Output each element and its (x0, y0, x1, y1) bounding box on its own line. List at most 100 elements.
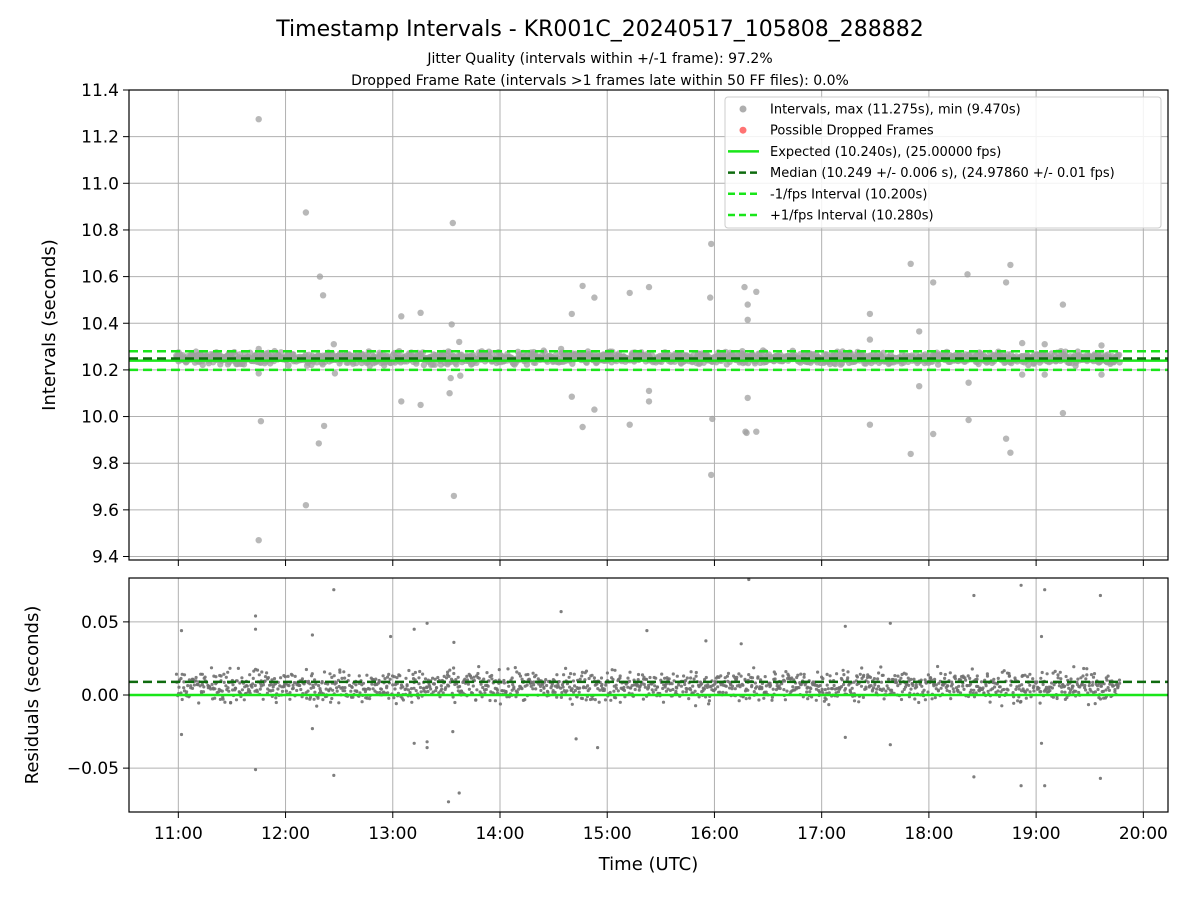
outlier-point (451, 730, 455, 734)
outlier-point (316, 273, 324, 280)
outlier-point (332, 588, 336, 592)
data-point (595, 682, 599, 686)
outlier-point (1059, 301, 1067, 308)
data-point (770, 695, 775, 699)
data-point (915, 685, 919, 689)
outlier-point (739, 642, 743, 646)
data-point (894, 681, 899, 685)
data-point (1014, 687, 1018, 692)
data-point (1024, 696, 1028, 700)
outlier-point (916, 328, 923, 335)
outlier-point (457, 372, 464, 379)
data-point (419, 690, 423, 694)
outlier-point (417, 401, 424, 409)
data-point (1105, 678, 1109, 682)
data-point (368, 697, 372, 701)
data-point (375, 691, 379, 695)
outlier-point (412, 741, 416, 745)
outlier-point (253, 614, 258, 618)
data-point (486, 684, 490, 688)
data-point (650, 688, 654, 692)
y-tick-label: 10.2 (81, 361, 119, 381)
data-point (679, 684, 684, 688)
data-point (1055, 696, 1059, 701)
data-point (401, 685, 405, 689)
outlier-point (448, 321, 455, 328)
data-point (330, 675, 334, 680)
outlier-point (310, 727, 314, 731)
outlier-point (302, 209, 310, 216)
data-point (1023, 690, 1028, 694)
data-point (753, 681, 758, 685)
data-point (531, 687, 535, 691)
data-point (936, 688, 941, 692)
data-point (1059, 677, 1063, 681)
data-point (969, 688, 973, 692)
data-point (226, 670, 230, 674)
data-point (1091, 680, 1095, 684)
data-point (200, 672, 204, 676)
data-point (1072, 665, 1076, 669)
data-point (685, 676, 689, 680)
data-point (314, 682, 318, 686)
outlier-point (843, 735, 847, 740)
x-tick-label: 11:00 (154, 824, 203, 844)
data-point (948, 689, 952, 694)
outlier-point (1007, 449, 1014, 456)
data-point (842, 682, 846, 687)
data-point (770, 698, 774, 702)
data-point (515, 670, 519, 674)
chart-subtitle-jitter: Jitter Quality (intervals within +/-1 fr… (426, 51, 772, 67)
data-point (351, 695, 355, 699)
data-point (1023, 673, 1027, 677)
data-point (694, 674, 698, 678)
outlier-point (744, 301, 751, 308)
data-point (308, 682, 312, 686)
data-point (482, 677, 486, 681)
data-point (452, 671, 456, 676)
data-point (431, 676, 435, 680)
data-point (738, 685, 742, 689)
data-point (840, 678, 844, 682)
data-point (900, 690, 905, 694)
outlier-point (907, 450, 914, 458)
data-point (626, 676, 630, 680)
data-point (513, 666, 517, 670)
data-point (493, 699, 497, 703)
chart-subtitle-dropped: Dropped Frame Rate (intervals >1 frames … (351, 73, 849, 89)
data-point (1056, 676, 1060, 680)
data-point (962, 687, 966, 692)
data-point (1017, 687, 1021, 691)
data-point (756, 675, 760, 679)
outlier-point (568, 393, 575, 400)
data-point (802, 672, 806, 677)
data-point (651, 690, 655, 694)
data-point (233, 686, 237, 690)
data-point (285, 362, 292, 369)
data-point (828, 674, 832, 678)
data-point (507, 684, 511, 688)
data-point (992, 677, 996, 682)
data-point (412, 686, 416, 690)
data-point (182, 680, 186, 684)
data-point (1041, 682, 1045, 687)
data-point (272, 677, 277, 681)
data-point (180, 697, 184, 702)
data-point (763, 675, 767, 679)
data-point (560, 691, 564, 695)
data-point (343, 676, 347, 680)
data-point (781, 674, 785, 678)
data-point (469, 676, 474, 680)
data-point (1095, 684, 1100, 688)
data-point (573, 688, 578, 693)
intervals-panel: 9.4 9.6 9.8 10.0 10.2 10.4 10.6 10.8 11.0 11.2 11.… (39, 81, 1169, 568)
y-tick-label: 11.0 (81, 174, 119, 194)
data-point (1082, 666, 1086, 671)
data-point (1085, 667, 1089, 671)
outlier-point (557, 345, 565, 353)
data-point (1089, 673, 1094, 677)
data-point (431, 690, 435, 694)
data-point (654, 676, 658, 680)
outlier-point (425, 740, 429, 744)
data-point (179, 676, 183, 681)
